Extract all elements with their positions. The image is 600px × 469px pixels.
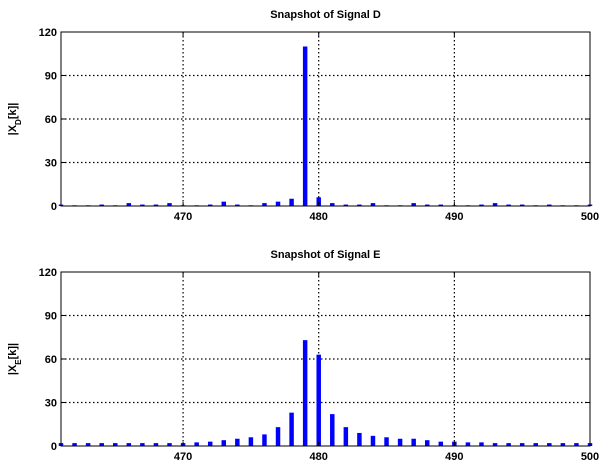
bar (140, 204, 145, 206)
bar (302, 340, 308, 446)
y-tick-label: 120 (39, 27, 57, 39)
bar (411, 203, 416, 206)
y-axis-label-subscript: E (14, 359, 23, 365)
y-axis-label: |XE[k]| (7, 343, 23, 375)
x-tick-label: 490 (445, 451, 463, 463)
y-axis-label-main: |X (7, 364, 19, 375)
bar (289, 412, 294, 446)
plot-area: 470 480 490 500 0 30 60 90 120 (39, 267, 600, 463)
bar (262, 203, 267, 206)
bar (343, 204, 349, 206)
x-tick-label: 500 (581, 211, 599, 223)
y-axis-label: |XD[k]| (7, 103, 23, 136)
y-axis-label-tail: [k]| (7, 103, 19, 120)
bar (465, 442, 471, 446)
bar (506, 204, 511, 206)
bar (221, 440, 227, 446)
bar (357, 432, 362, 446)
bar (167, 203, 172, 206)
x-tick-label: 470 (174, 211, 192, 223)
bar (316, 197, 321, 206)
y-tick-label: 60 (45, 354, 57, 366)
bar (370, 435, 376, 446)
bar (479, 204, 484, 206)
bar (126, 203, 132, 206)
bar (99, 204, 104, 206)
y-tick-label: 0 (51, 441, 57, 453)
bar (519, 443, 525, 446)
x-tick-label: 490 (445, 211, 463, 223)
y-tick-label: 30 (45, 398, 57, 410)
bar (207, 204, 213, 206)
y-tick-label: 60 (45, 114, 57, 126)
y-tick-label: 0 (51, 201, 57, 213)
bar (262, 434, 267, 446)
bar (506, 443, 511, 446)
bar (126, 443, 132, 446)
y-tick-label: 120 (39, 267, 57, 279)
bar (370, 203, 376, 206)
bar (275, 427, 281, 446)
bar (302, 46, 308, 206)
chart-title: Snapshot of Signal E (270, 249, 380, 261)
bar (153, 204, 159, 206)
bar (411, 438, 416, 446)
y-axis-label-subscript: D (14, 119, 23, 125)
bar (438, 441, 444, 446)
bar (289, 198, 294, 206)
bar (167, 443, 172, 446)
bar (235, 204, 240, 206)
bar (438, 204, 444, 206)
y-tick-label: 90 (45, 71, 57, 83)
bar (153, 443, 159, 446)
bar (397, 438, 403, 446)
bar (343, 427, 349, 446)
bar (72, 443, 77, 446)
signal-e-panel: Snapshot of Signal E |XE[k]| 470 480 490 50… (7, 249, 599, 463)
bar (547, 443, 552, 446)
y-tick-label: 90 (45, 311, 57, 323)
bar (574, 443, 579, 446)
x-tick-label: 480 (310, 451, 328, 463)
bar (479, 442, 484, 446)
y-axis-label-main: |X (7, 124, 19, 135)
bar (194, 442, 199, 446)
bar (330, 203, 335, 206)
bar (207, 441, 213, 446)
bar (424, 440, 430, 446)
x-tick-label: 480 (310, 211, 328, 223)
bar (275, 201, 281, 206)
bar (235, 438, 240, 446)
y-axis-label-tail: [k]| (7, 343, 19, 360)
chart-title: Snapshot of Signal D (270, 9, 381, 21)
bar (560, 443, 566, 446)
bar (85, 443, 91, 446)
bar (533, 443, 538, 446)
bar (221, 201, 227, 206)
bar (357, 204, 362, 206)
bar (384, 437, 389, 446)
y-tick-label: 30 (45, 158, 57, 170)
bar (492, 443, 498, 446)
bar (248, 437, 254, 446)
x-tick-label: 500 (581, 451, 599, 463)
bar (316, 354, 321, 446)
bar (424, 204, 430, 206)
x-tick-label: 470 (174, 451, 192, 463)
bar (140, 443, 145, 446)
bar (519, 204, 525, 206)
signal-d-panel: Snapshot of Signal D |XD[k]| 470 480 490 50… (7, 9, 599, 223)
bar (492, 203, 498, 206)
bar (330, 414, 335, 446)
bar (113, 443, 118, 446)
plot-area: 470 480 490 500 0 30 60 90 120 (39, 27, 600, 223)
bar (99, 443, 104, 446)
bar (547, 204, 552, 206)
